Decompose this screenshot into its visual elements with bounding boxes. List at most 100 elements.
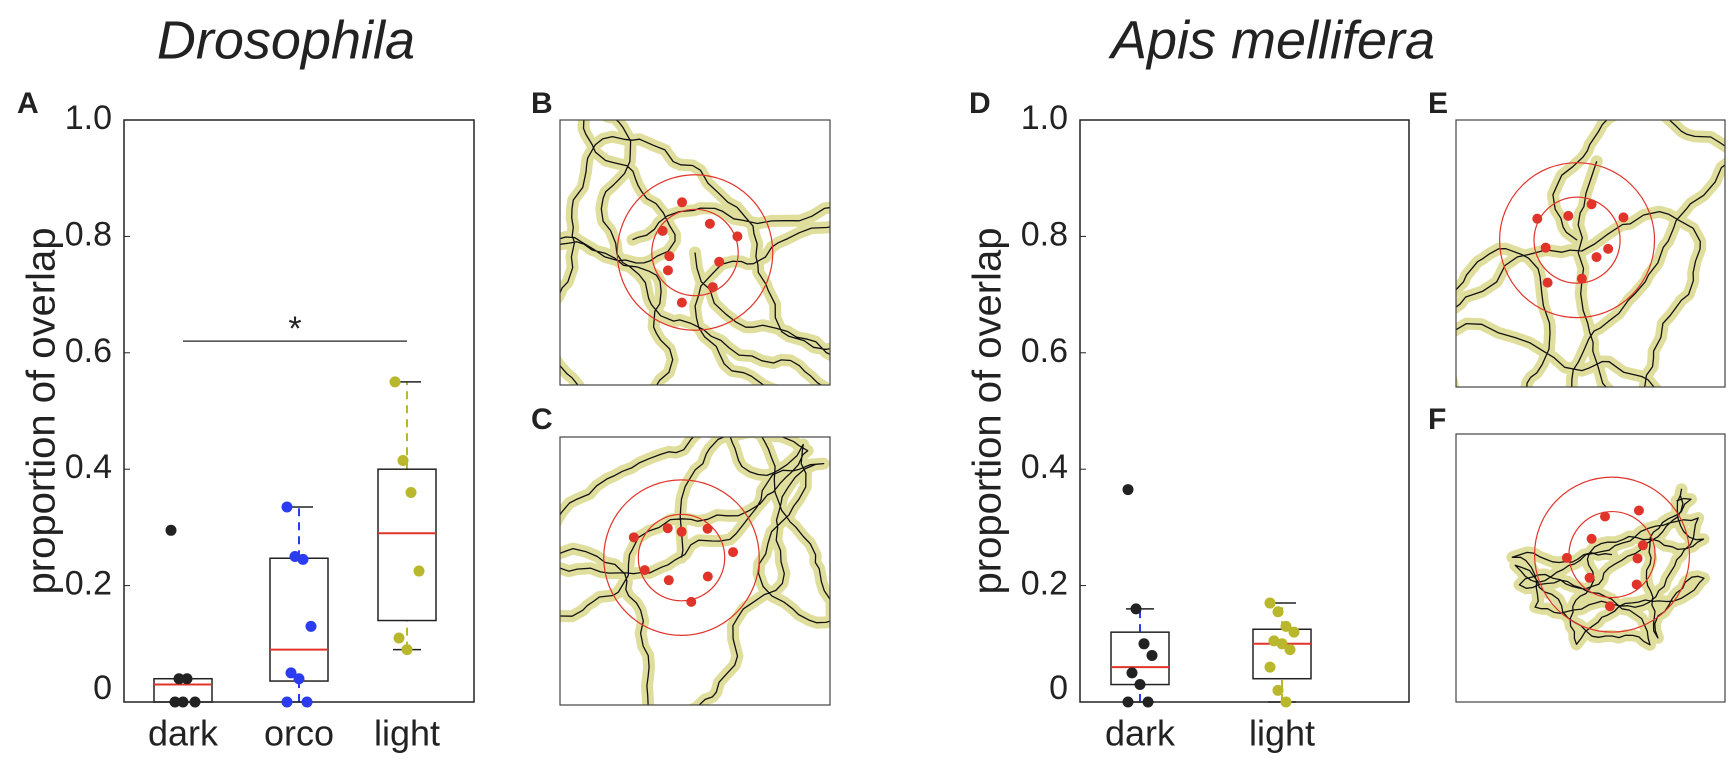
data-point (1126, 667, 1138, 679)
data-point (1134, 679, 1146, 691)
crossing-point (657, 225, 668, 236)
panel-label: B (531, 87, 553, 120)
inset-frame (1455, 119, 1726, 388)
crossing-point (1561, 552, 1572, 563)
axes-frame (123, 119, 475, 703)
inset-frame (559, 436, 831, 706)
crossing-point (1603, 243, 1614, 254)
target-circle (603, 479, 760, 636)
crossing-point (676, 526, 687, 537)
panel-label: E (1428, 87, 1448, 120)
trajectory-plot (560, 437, 830, 705)
y-tick-label: 0 (1049, 669, 1068, 707)
target-circle (651, 208, 739, 297)
data-point (1284, 644, 1296, 656)
data-point (281, 501, 293, 513)
x-tick-label: orco (264, 713, 334, 754)
trajectory-plot (560, 120, 830, 385)
crossing-point (686, 596, 697, 607)
crossing-point (702, 523, 713, 534)
crossing-point (1532, 213, 1543, 224)
crossing-point (628, 532, 639, 543)
crossing-point (1604, 601, 1615, 612)
data-point (181, 673, 193, 685)
data-point (1142, 696, 1154, 708)
data-point (169, 696, 181, 708)
data-point (1276, 638, 1288, 650)
crossing-point (1584, 572, 1595, 583)
crossing-point (1591, 252, 1602, 263)
y-axis-label: proportion of overlap (966, 228, 1010, 595)
x-tick-label: dark (148, 713, 219, 754)
data-point (389, 376, 401, 388)
crossing-point (1540, 242, 1551, 253)
crossing-point (1631, 579, 1642, 590)
crossing-point (1576, 273, 1587, 284)
data-point (285, 667, 297, 679)
crossing-point (1586, 199, 1597, 210)
target-circle (1498, 162, 1656, 319)
y-tick-label: 0.2 (1021, 565, 1068, 603)
data-point (281, 696, 293, 708)
data-point (165, 524, 177, 536)
data-point (189, 696, 201, 708)
target-circle (1533, 196, 1621, 284)
crossing-point (639, 565, 650, 576)
panel-label: A (17, 87, 39, 120)
inset-frame (1455, 433, 1726, 703)
axes-frame (1079, 119, 1410, 703)
target-circle (1533, 476, 1691, 633)
data-point (1264, 661, 1276, 673)
trajectory-plot (1456, 120, 1725, 387)
data-point (401, 644, 413, 656)
y-tick-label: 1.0 (1021, 99, 1068, 137)
data-point (301, 696, 313, 708)
y-tick-label: 0.4 (1021, 448, 1068, 486)
y-tick-label: 0.2 (65, 565, 112, 603)
y-tick-label: 0 (93, 669, 112, 707)
data-point (305, 620, 317, 632)
y-axis-label: proportion of overlap (20, 228, 64, 595)
crossing-point (677, 197, 688, 208)
crossing-point (662, 523, 673, 534)
data-point (173, 673, 185, 685)
chart-title: Apis mellifera (1108, 10, 1435, 70)
box (377, 468, 437, 622)
significance-label: * (288, 310, 301, 348)
trajectory-halo (560, 120, 830, 385)
trajectory (560, 437, 830, 705)
data-point (1280, 696, 1292, 708)
target-circle (616, 174, 774, 331)
crossing-point (664, 251, 675, 262)
crossing-point (714, 256, 725, 267)
crossing-point (1563, 210, 1574, 221)
data-point (1138, 638, 1150, 650)
y-tick-label: 0.8 (1021, 215, 1068, 253)
data-point (1264, 597, 1276, 609)
data-point (1272, 684, 1284, 696)
trajectory-halo (1456, 120, 1725, 387)
y-tick-label: 0.4 (65, 448, 112, 486)
data-point (413, 565, 425, 577)
crossing-point (1637, 540, 1648, 551)
box (1252, 628, 1312, 680)
data-point (1122, 696, 1134, 708)
y-tick-label: 0.8 (65, 215, 112, 253)
crossing-point (1632, 553, 1643, 564)
crossing-point (1633, 505, 1644, 516)
crossing-point (702, 571, 713, 582)
data-point (1146, 649, 1158, 661)
data-point (1272, 606, 1284, 618)
data-point (293, 673, 305, 685)
x-tick-label: light (1249, 713, 1315, 754)
data-point (1122, 484, 1134, 496)
panel-label: C (531, 403, 553, 436)
crossing-point (732, 231, 743, 242)
data-point (177, 696, 189, 708)
crossing-point (704, 218, 715, 229)
y-tick-label: 0.6 (65, 332, 112, 370)
trajectory (560, 120, 830, 385)
crossing-point (1600, 511, 1611, 522)
crossing-point (1618, 212, 1629, 223)
